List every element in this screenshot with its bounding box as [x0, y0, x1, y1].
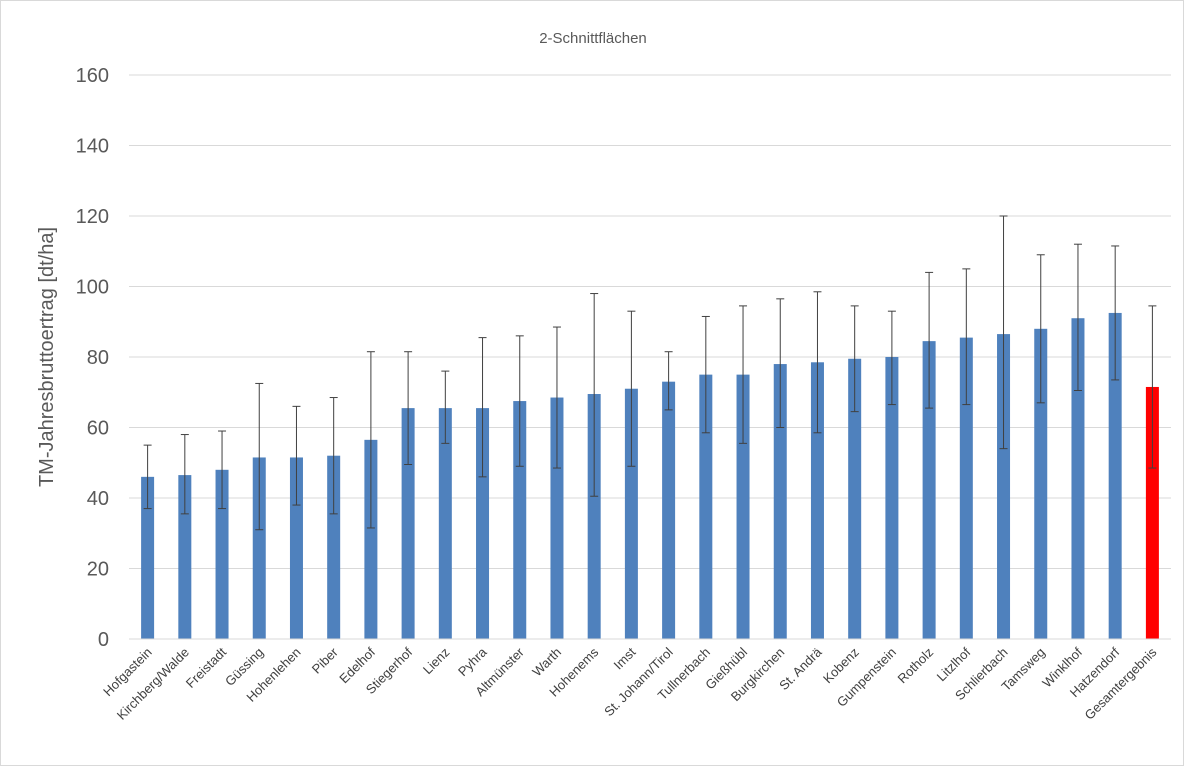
x-axis-ticks: HofgasteinKirchberg/WaldeFreistadtGüssin… — [100, 644, 1160, 723]
y-tick-label: 80 — [87, 347, 109, 369]
bar — [215, 469, 229, 639]
bar — [1071, 318, 1085, 639]
x-tick-label: Rotholz — [894, 645, 936, 687]
error-bar — [850, 305, 859, 413]
error-bars — [143, 215, 1157, 531]
bar — [1108, 312, 1122, 639]
error-bar — [515, 335, 524, 467]
error-bar — [404, 351, 413, 466]
error-bar — [329, 397, 338, 515]
error-bar — [218, 430, 227, 510]
bar — [773, 364, 787, 639]
bar — [513, 401, 527, 639]
bar — [289, 457, 303, 639]
y-tick-label: 0 — [98, 629, 109, 651]
bar — [997, 334, 1011, 639]
bar — [438, 408, 452, 639]
bar — [1034, 328, 1048, 639]
bar — [624, 388, 638, 639]
bar — [959, 337, 973, 639]
error-bar — [999, 215, 1008, 450]
x-tick-label: Lienz — [420, 645, 453, 678]
gridlines — [129, 74, 1171, 569]
y-tick-label: 140 — [76, 136, 109, 158]
bar — [141, 476, 155, 639]
bar — [922, 341, 936, 639]
bar — [252, 457, 266, 639]
error-bar — [813, 291, 822, 434]
bar-total — [1145, 386, 1159, 639]
bar — [550, 397, 564, 639]
error-bar — [701, 315, 710, 434]
bar — [587, 394, 601, 639]
error-bar — [1111, 245, 1120, 381]
bar — [401, 408, 415, 639]
error-bar — [292, 405, 301, 506]
bar — [885, 357, 899, 639]
error-bar — [1036, 254, 1045, 404]
bar — [848, 358, 862, 639]
y-axis-label: TM-Jahresbruttoertrag [dt/ha] — [36, 227, 58, 487]
error-bar — [441, 370, 450, 444]
bar — [178, 475, 192, 639]
bar — [736, 374, 750, 639]
bar — [662, 381, 676, 639]
error-bar — [366, 351, 375, 529]
error-bar — [255, 382, 264, 531]
error-bar — [925, 271, 934, 409]
error-bar — [664, 351, 673, 411]
y-tick-label: 160 — [76, 65, 109, 87]
y-axis-ticks: 0 20 40 60 80 100 120 140 160 — [76, 65, 109, 651]
error-bar — [143, 444, 152, 510]
error-bar — [739, 305, 748, 444]
bar — [810, 362, 824, 639]
bars — [141, 312, 1159, 639]
error-bar — [590, 293, 599, 497]
x-tick-label: Warth — [529, 645, 564, 680]
y-tick-label: 40 — [87, 488, 109, 510]
error-bar — [1148, 305, 1157, 469]
x-tick-label: Pyhra — [455, 644, 490, 679]
x-tick-label: Freistadt — [183, 644, 230, 691]
error-bar — [552, 326, 561, 469]
y-tick-label: 100 — [76, 277, 109, 299]
error-bar — [776, 298, 785, 428]
chart-title: 2-Schnittflächen — [539, 30, 647, 47]
error-bar — [1073, 243, 1082, 391]
y-tick-label: 60 — [87, 418, 109, 440]
error-bar — [887, 310, 896, 406]
bar — [364, 439, 378, 639]
y-tick-label: 20 — [87, 559, 109, 581]
x-tick-label: Piber — [309, 644, 342, 677]
error-bar — [180, 434, 189, 515]
y-tick-label: 120 — [76, 206, 109, 228]
error-bar — [627, 310, 636, 467]
bar — [476, 408, 490, 639]
bar — [327, 455, 341, 639]
bar — [699, 374, 713, 639]
x-tick-label: Imst — [611, 644, 639, 672]
error-bar — [962, 268, 971, 406]
error-bar — [478, 337, 487, 478]
